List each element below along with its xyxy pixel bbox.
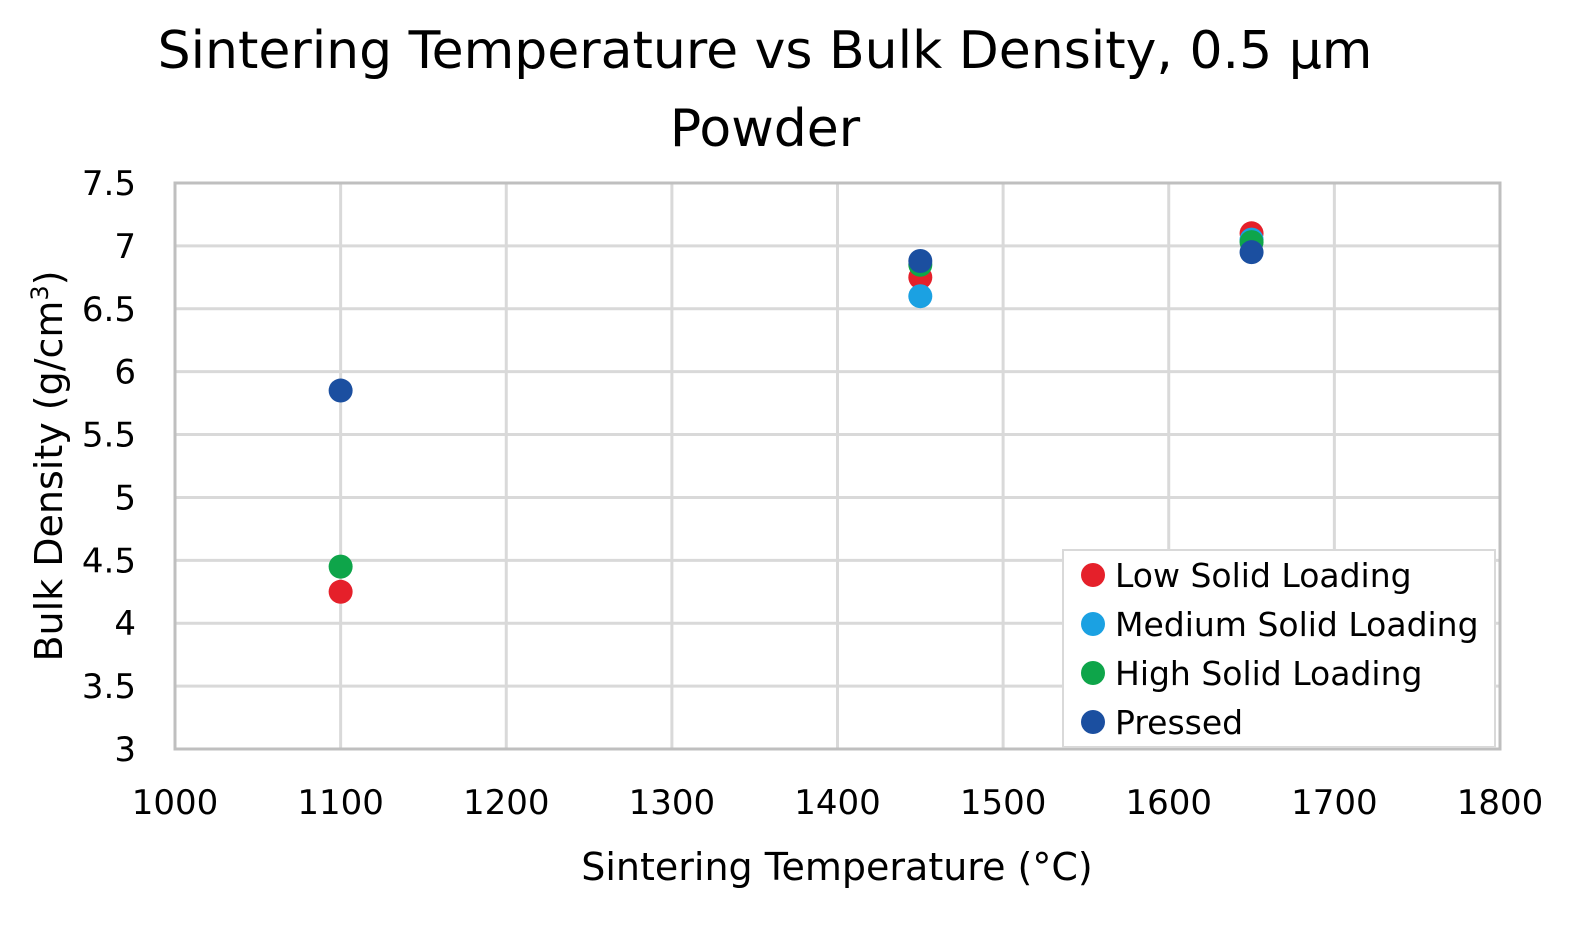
legend-marker-pressed xyxy=(1081,710,1105,734)
y-tick-label: 3 xyxy=(114,730,136,770)
x-tick-label: 1800 xyxy=(1457,783,1544,823)
y-tick-label: 5.5 xyxy=(82,416,136,456)
y-axis-title-tail: ) xyxy=(27,270,71,285)
legend-label-medium-solid-loading: Medium Solid Loading xyxy=(1115,605,1479,644)
data-point-pressed xyxy=(908,248,933,273)
y-tick-label: 5 xyxy=(114,478,136,518)
x-axis-ticks: 1000 1100 1200 1300 1400 1500 1600 1700 1800 xyxy=(132,783,1544,823)
data-points xyxy=(328,221,1264,604)
y-tick-label: 3.5 xyxy=(82,667,136,707)
x-tick-label: 1300 xyxy=(629,783,716,823)
plot-area-border xyxy=(173,181,1502,751)
x-tick-label: 1400 xyxy=(794,783,881,823)
y-axis-ticks: 3 3.5 4 4.5 5 5.5 6 6.5 7 7.5 xyxy=(82,164,136,770)
x-tick-label: 1000 xyxy=(132,783,219,823)
x-tick-label: 1500 xyxy=(960,783,1047,823)
data-point-pressed xyxy=(1239,240,1264,265)
data-point-medium-solid-loading xyxy=(908,284,933,309)
legend-marker-medium-solid-loading xyxy=(1081,612,1105,636)
chart-title-line-1: Sintering Temperature vs Bulk Density, 0… xyxy=(158,21,1373,81)
y-tick-label: 6.5 xyxy=(82,290,136,330)
data-point-low-solid-loading xyxy=(328,579,353,604)
legend-box xyxy=(1062,549,1496,748)
x-axis-title: Sintering Temperature (°C) xyxy=(581,845,1092,889)
y-axis-title: Bulk Density (g/cm3) xyxy=(26,270,71,661)
x-tick-label: 1100 xyxy=(297,783,384,823)
x-tick-label: 1200 xyxy=(463,783,550,823)
legend-marker-high-solid-loading xyxy=(1081,661,1105,685)
y-tick-label: 4.5 xyxy=(82,541,136,581)
legend-label-pressed: Pressed xyxy=(1115,703,1243,742)
y-axis-title-base: Bulk Density (g/cm xyxy=(27,301,71,662)
legend-items: Low Solid Loading Medium Solid Loading Hig… xyxy=(1081,556,1479,742)
data-point-pressed xyxy=(328,378,353,403)
data-point-high-solid-loading xyxy=(328,554,353,579)
legend-label-high-solid-loading: High Solid Loading xyxy=(1115,654,1422,693)
x-tick-label: 1600 xyxy=(1125,783,1212,823)
legend-marker-low-solid-loading xyxy=(1081,563,1105,587)
chart-title-line-2: Powder xyxy=(670,99,861,159)
y-axis-title-superscript: 3 xyxy=(26,285,54,300)
y-tick-label: 7 xyxy=(114,227,136,267)
legend: Low Solid Loading Medium Solid Loading Hig… xyxy=(1062,549,1496,748)
legend-label-low-solid-loading: Low Solid Loading xyxy=(1115,556,1412,595)
y-tick-label: 6 xyxy=(114,353,136,393)
y-tick-label: 4 xyxy=(114,604,136,644)
y-tick-label: 7.5 xyxy=(82,164,136,204)
x-tick-label: 1700 xyxy=(1291,783,1378,823)
